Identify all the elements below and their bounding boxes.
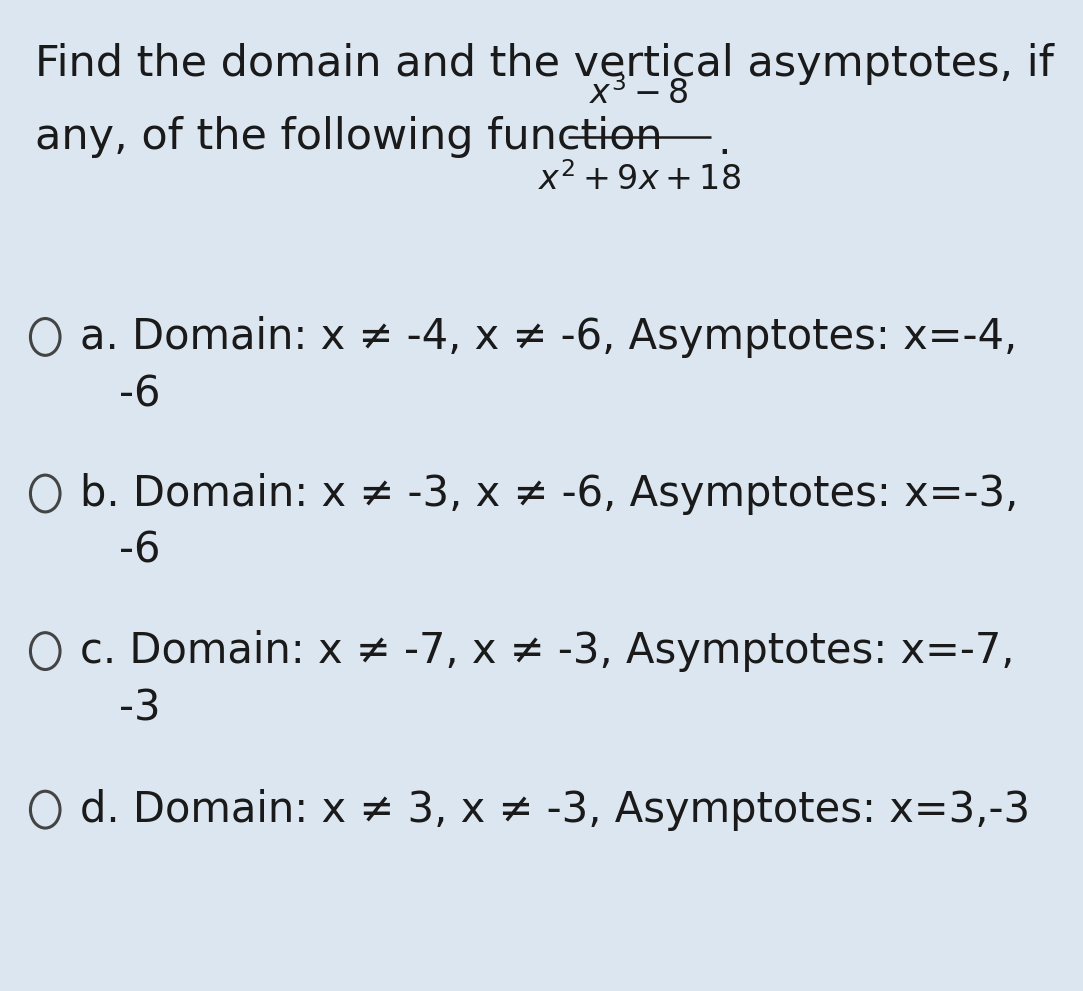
Text: -6: -6 (119, 374, 160, 415)
Text: a. Domain: x ≠ -4, x ≠ -6, Asymptotes: x=-4,: a. Domain: x ≠ -4, x ≠ -6, Asymptotes: x… (80, 316, 1017, 358)
Text: -6: -6 (119, 530, 160, 572)
Text: Find the domain and the vertical asymptotes, if: Find the domain and the vertical asympto… (35, 44, 1054, 85)
Text: c. Domain: x ≠ -7, x ≠ -3, Asymptotes: x=-7,: c. Domain: x ≠ -7, x ≠ -3, Asymptotes: x… (80, 630, 1015, 672)
Text: d. Domain: x ≠ 3, x ≠ -3, Asymptotes: x=3,-3: d. Domain: x ≠ 3, x ≠ -3, Asymptotes: x=… (80, 789, 1030, 830)
Text: .: . (718, 121, 731, 163)
Text: -3: -3 (119, 688, 160, 729)
Text: any, of the following function: any, of the following function (35, 116, 663, 158)
Text: $x^3-8$: $x^3-8$ (589, 76, 689, 111)
Text: b. Domain: x ≠ -3, x ≠ -6, Asymptotes: x=-3,: b. Domain: x ≠ -3, x ≠ -6, Asymptotes: x… (80, 473, 1018, 514)
Text: $x^2+9x+18$: $x^2+9x+18$ (538, 163, 741, 197)
